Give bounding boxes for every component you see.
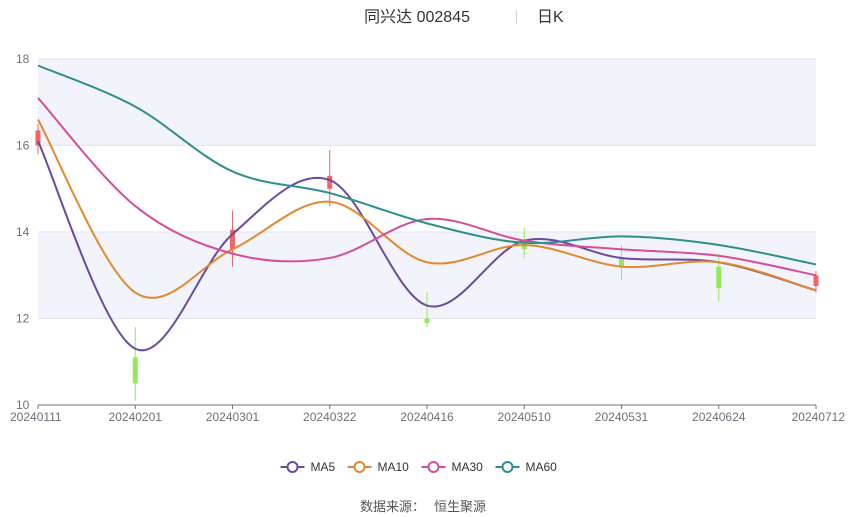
legend-item-ma10: MA10 (347, 460, 410, 474)
candle (35, 123, 41, 155)
candle-body (619, 257, 624, 267)
x-tick-label: 20240111 (10, 410, 62, 424)
source-name: 恒生聚源 (434, 499, 486, 514)
candle-body (327, 175, 333, 189)
legend-label: MA30 (452, 460, 484, 474)
legend-label: MA10 (378, 460, 410, 474)
candle-body (716, 266, 722, 289)
legend-label: MA60 (526, 460, 558, 474)
chart-title: 同兴达 002845 (364, 8, 470, 26)
candle-body (230, 229, 235, 250)
ma-line-ma60 (37, 64, 817, 266)
x-tick-label: 20240510 (498, 410, 552, 424)
x-tick-label: 20240624 (692, 410, 746, 424)
period-label: 日K (537, 9, 564, 26)
source-label: 数据来源： (360, 499, 425, 514)
x-tick-label: 20240531 (595, 410, 649, 424)
candle-body (813, 275, 819, 287)
y-tick-label: 12 (16, 312, 30, 326)
y-tick-label: 14 (16, 225, 30, 239)
legend-item-ma30: MA30 (421, 460, 484, 474)
legend-marker (286, 461, 299, 473)
legend: MA5 MA10 MA30 MA60 (280, 460, 558, 474)
candle (327, 149, 333, 207)
plot-area: 10 12 14 16 18 20240111 20240201 20240301 202403… (10, 52, 845, 424)
data-source: 数据来源： 恒生聚源 (360, 499, 486, 514)
legend-label: MA5 (311, 460, 336, 474)
legend-marker (427, 461, 440, 473)
x-tick-label: 20240712 (792, 410, 846, 424)
x-tick-label: 20240201 (109, 410, 163, 424)
x-tick-label: 20240301 (206, 410, 260, 424)
ma-line-ma10 (37, 119, 817, 299)
x-tick-label: 20240416 (400, 410, 454, 424)
legend-item-ma60: MA60 (495, 460, 558, 474)
background-band (38, 59, 816, 146)
legend-marker (501, 461, 514, 473)
candle (424, 292, 430, 328)
candle (132, 327, 138, 401)
candle-body (35, 130, 41, 146)
x-tick-label: 20240322 (303, 410, 357, 424)
legend-marker (353, 461, 366, 473)
candle (619, 244, 624, 280)
ma-line-ma5 (37, 140, 817, 352)
chart-header: 同兴达 002845 日K (364, 8, 564, 26)
y-tick-label: 16 (16, 139, 30, 153)
legend-item-ma5: MA5 (280, 460, 336, 474)
title-separator (516, 10, 517, 24)
candle-body (132, 357, 138, 384)
y-tick-label: 10 (16, 398, 30, 412)
candle-body (424, 318, 430, 323)
y-tick-label: 18 (16, 52, 30, 66)
candle (230, 210, 235, 267)
